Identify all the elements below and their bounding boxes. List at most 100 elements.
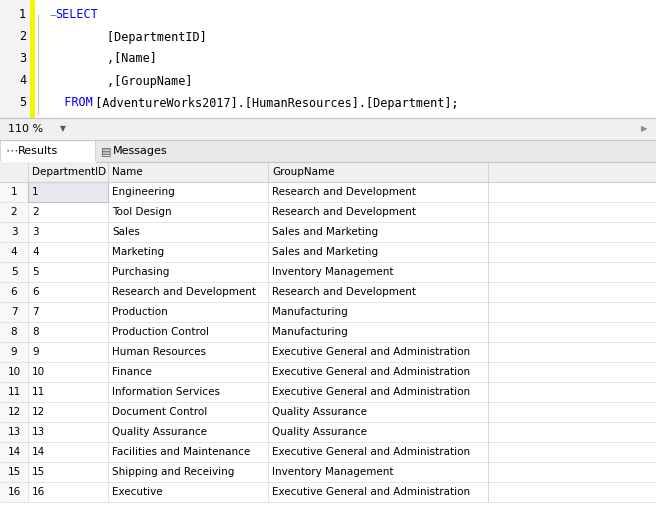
Text: Executive General and Administration: Executive General and Administration xyxy=(272,487,470,497)
Text: Information Services: Information Services xyxy=(112,387,220,397)
Text: 6: 6 xyxy=(32,287,39,297)
Text: 5: 5 xyxy=(19,97,26,109)
Text: Manufacturing: Manufacturing xyxy=(272,327,348,337)
Text: 4: 4 xyxy=(32,247,39,257)
Text: 14: 14 xyxy=(32,447,45,457)
Text: Executive General and Administration: Executive General and Administration xyxy=(272,367,470,377)
Text: Executive General and Administration: Executive General and Administration xyxy=(272,387,470,397)
Text: 9: 9 xyxy=(32,347,39,357)
Bar xyxy=(0,322,28,342)
Text: Engineering: Engineering xyxy=(112,187,174,197)
Text: 6: 6 xyxy=(10,287,17,297)
Bar xyxy=(0,182,656,202)
Bar xyxy=(0,362,28,382)
Text: 10: 10 xyxy=(7,367,20,377)
Text: 3: 3 xyxy=(10,227,17,237)
Bar xyxy=(0,118,656,140)
Bar xyxy=(0,140,656,162)
Bar xyxy=(0,342,28,362)
Text: 7: 7 xyxy=(32,307,39,317)
Bar xyxy=(0,402,656,422)
Bar xyxy=(0,382,28,402)
Bar xyxy=(0,282,656,302)
Bar xyxy=(0,462,28,482)
Text: 3: 3 xyxy=(19,52,26,65)
Bar xyxy=(0,322,656,342)
Bar xyxy=(28,182,108,202)
Text: ,[Name]: ,[Name] xyxy=(50,52,157,65)
Text: 5: 5 xyxy=(32,267,39,277)
Text: 2: 2 xyxy=(19,31,26,43)
Bar xyxy=(0,182,28,202)
Text: Research and Development: Research and Development xyxy=(272,207,416,217)
Bar xyxy=(0,442,656,462)
Text: 4: 4 xyxy=(19,74,26,88)
Bar xyxy=(0,302,656,322)
Bar xyxy=(0,422,28,442)
Text: 8: 8 xyxy=(10,327,17,337)
Text: Finance: Finance xyxy=(112,367,152,377)
Text: 15: 15 xyxy=(32,467,45,477)
Text: Name: Name xyxy=(112,167,142,177)
Text: 4: 4 xyxy=(10,247,17,257)
Text: Sales: Sales xyxy=(112,227,140,237)
Text: Results: Results xyxy=(18,146,58,156)
Text: Tool Design: Tool Design xyxy=(112,207,172,217)
Text: Research and Development: Research and Development xyxy=(272,287,416,297)
Text: 12: 12 xyxy=(7,407,20,417)
Text: 1: 1 xyxy=(32,187,39,197)
Text: 5: 5 xyxy=(10,267,17,277)
Text: Research and Development: Research and Development xyxy=(112,287,256,297)
Text: ▶: ▶ xyxy=(641,125,647,134)
Bar xyxy=(0,162,656,182)
Text: Shipping and Receiving: Shipping and Receiving xyxy=(112,467,234,477)
Bar xyxy=(0,282,28,302)
Bar xyxy=(0,262,656,282)
Bar xyxy=(0,362,656,382)
Text: Sales and Marketing: Sales and Marketing xyxy=(272,247,378,257)
Text: 2: 2 xyxy=(32,207,39,217)
Bar xyxy=(0,0,30,118)
Bar xyxy=(0,442,28,462)
Bar xyxy=(0,382,656,402)
Text: 7: 7 xyxy=(10,307,17,317)
Bar xyxy=(0,202,656,222)
Text: Production Control: Production Control xyxy=(112,327,209,337)
Text: 12: 12 xyxy=(32,407,45,417)
Text: Executive General and Administration: Executive General and Administration xyxy=(272,447,470,457)
Text: ⋯: ⋯ xyxy=(6,145,18,157)
Bar xyxy=(0,482,28,502)
Text: [AdventureWorks2017].[HumanResources].[Department];: [AdventureWorks2017].[HumanResources].[D… xyxy=(81,97,459,109)
Text: Marketing: Marketing xyxy=(112,247,164,257)
Bar xyxy=(0,342,656,362)
Text: Sales and Marketing: Sales and Marketing xyxy=(272,227,378,237)
Text: 14: 14 xyxy=(7,447,20,457)
Text: ▼: ▼ xyxy=(60,125,66,134)
Bar xyxy=(0,422,656,442)
Text: Research and Development: Research and Development xyxy=(272,187,416,197)
Text: 13: 13 xyxy=(7,427,20,437)
Text: ,[GroupName]: ,[GroupName] xyxy=(50,74,192,88)
Text: Document Control: Document Control xyxy=(112,407,207,417)
Text: Quality Assurance: Quality Assurance xyxy=(112,427,207,437)
Text: 3: 3 xyxy=(32,227,39,237)
Text: 11: 11 xyxy=(32,387,45,397)
Text: [DepartmentID]: [DepartmentID] xyxy=(50,31,207,43)
Text: Inventory Management: Inventory Management xyxy=(272,467,394,477)
Bar xyxy=(30,0,35,118)
Bar xyxy=(0,462,656,482)
Text: 2: 2 xyxy=(10,207,17,217)
Text: 11: 11 xyxy=(7,387,20,397)
Text: Inventory Management: Inventory Management xyxy=(272,267,394,277)
Text: Quality Assurance: Quality Assurance xyxy=(272,427,367,437)
Text: Production: Production xyxy=(112,307,168,317)
Text: FROM: FROM xyxy=(50,97,92,109)
Bar xyxy=(0,222,656,242)
Text: Executive: Executive xyxy=(112,487,163,497)
Bar xyxy=(0,222,28,242)
Bar xyxy=(0,0,656,118)
Text: 13: 13 xyxy=(32,427,45,437)
Bar xyxy=(0,140,95,162)
Bar xyxy=(0,242,28,262)
Text: Executive General and Administration: Executive General and Administration xyxy=(272,347,470,357)
